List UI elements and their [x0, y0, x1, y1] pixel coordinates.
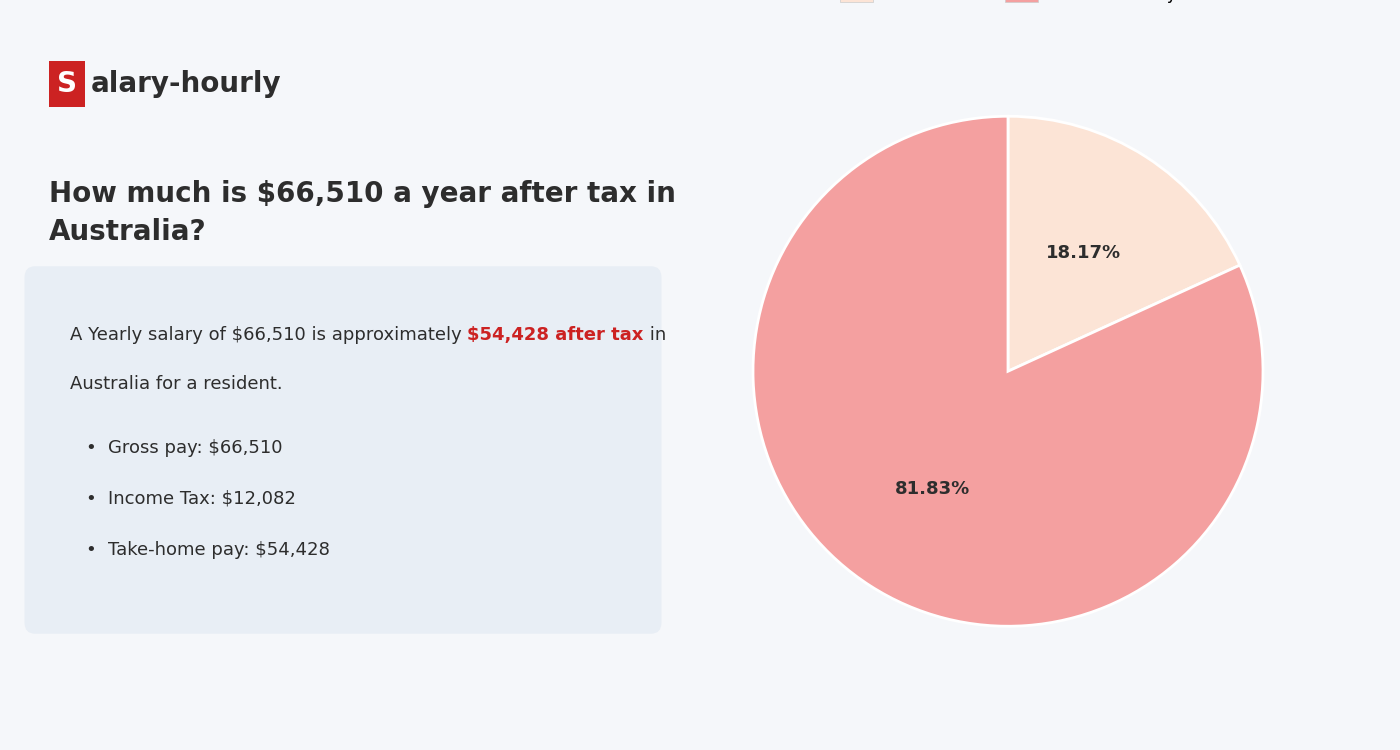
Legend: Income Tax, Take-home Pay: Income Tax, Take-home Pay — [833, 0, 1183, 10]
FancyBboxPatch shape — [49, 61, 85, 107]
Text: Income Tax: $12,082: Income Tax: $12,082 — [109, 490, 297, 508]
Text: alary-hourly: alary-hourly — [91, 70, 281, 98]
Text: How much is $66,510 a year after tax in
Australia?: How much is $66,510 a year after tax in … — [49, 180, 676, 246]
Text: •: • — [85, 490, 97, 508]
Text: Gross pay: $66,510: Gross pay: $66,510 — [109, 439, 283, 457]
Text: •: • — [85, 439, 97, 457]
Text: A Yearly salary of $66,510 is approximately: A Yearly salary of $66,510 is approximat… — [70, 326, 468, 344]
Text: 81.83%: 81.83% — [895, 480, 970, 498]
Text: S: S — [57, 70, 77, 98]
Wedge shape — [1008, 116, 1240, 371]
Text: Australia for a resident.: Australia for a resident. — [70, 375, 283, 393]
Wedge shape — [753, 116, 1263, 626]
Text: •: • — [85, 541, 97, 559]
Text: Take-home pay: $54,428: Take-home pay: $54,428 — [109, 541, 330, 559]
Text: 18.17%: 18.17% — [1046, 244, 1121, 262]
Text: in: in — [644, 326, 666, 344]
Text: $54,428 after tax: $54,428 after tax — [468, 326, 644, 344]
FancyBboxPatch shape — [25, 266, 661, 634]
